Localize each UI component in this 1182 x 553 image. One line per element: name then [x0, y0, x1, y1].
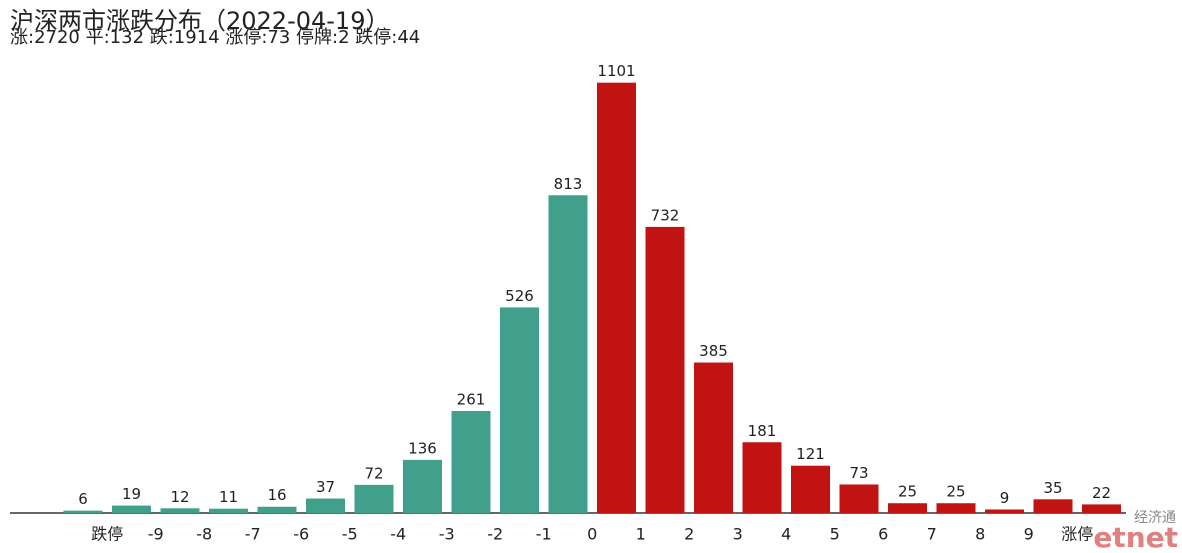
value-label: 9	[1000, 489, 1010, 507]
x-tick-label: 4	[781, 525, 791, 544]
x-tick-label: 8	[975, 525, 985, 544]
bar	[985, 509, 1024, 513]
value-label: 72	[364, 464, 383, 482]
value-label: 385	[699, 342, 728, 360]
value-label: 37	[316, 478, 335, 496]
x-tick-label: 6	[878, 525, 888, 544]
bar	[888, 503, 927, 513]
value-label: 121	[796, 445, 825, 463]
value-label: 136	[408, 439, 437, 457]
x-tick-label: 9	[1024, 525, 1034, 544]
value-label: 11	[219, 488, 238, 506]
x-tick-label: 5	[830, 525, 840, 544]
value-label: 6	[78, 490, 88, 508]
x-tick-label: -7	[245, 525, 261, 544]
bar	[742, 442, 782, 513]
bar	[791, 465, 830, 513]
x-tick-label: 0	[587, 525, 597, 544]
chart-subtitle: 涨:2720 平:132 跌:1914 涨停:73 停牌:2 跌停:44	[10, 27, 420, 48]
value-label: 526	[505, 287, 534, 305]
bar	[112, 505, 151, 513]
bar	[160, 508, 200, 513]
value-label: 813	[554, 175, 583, 193]
bar	[209, 508, 248, 513]
x-tick-label: -8	[196, 525, 212, 544]
bar	[548, 195, 588, 513]
value-label: 73	[849, 464, 868, 482]
x-tick-label: -3	[439, 525, 455, 544]
x-tick-label: 涨停	[1061, 525, 1093, 544]
bar	[257, 506, 297, 513]
bar	[500, 307, 539, 513]
bar	[839, 484, 879, 513]
value-label: 1101	[597, 62, 635, 80]
value-label: 25	[898, 483, 917, 501]
bar	[1033, 499, 1073, 513]
x-tick-label: -2	[487, 525, 503, 544]
bar	[1082, 504, 1121, 513]
value-label: 16	[267, 486, 286, 504]
bar	[403, 459, 442, 513]
x-tick-label: 2	[684, 525, 694, 544]
value-label: 12	[170, 488, 189, 506]
value-label: 35	[1043, 479, 1062, 497]
x-tick-label: -6	[293, 525, 309, 544]
bar	[63, 510, 103, 513]
x-tick-label: 跌停	[91, 525, 123, 544]
value-label: 181	[748, 422, 777, 440]
value-label: 22	[1092, 484, 1111, 502]
value-label: 19	[122, 485, 141, 503]
value-label: 25	[946, 483, 965, 501]
logo-cn: 经济通	[1134, 510, 1176, 526]
x-tick-label: 7	[927, 525, 937, 544]
bar	[597, 82, 636, 513]
x-tick-label: 1	[636, 525, 646, 544]
x-tick-label: 3	[733, 525, 743, 544]
x-tick-label: -1	[536, 525, 552, 544]
bar	[694, 362, 733, 513]
x-tick-label: -4	[390, 525, 406, 544]
bar	[306, 498, 345, 513]
x-tick-label: -9	[148, 525, 164, 544]
logo-en: etnet	[1093, 521, 1178, 553]
bar	[645, 226, 685, 513]
bar	[451, 410, 491, 513]
x-tick-label: -5	[342, 525, 358, 544]
bar	[354, 484, 394, 513]
value-label: 261	[457, 390, 486, 408]
value-label: 732	[651, 206, 680, 224]
chart-title: 沪深两市涨跌分布（2022-04-19）	[10, 7, 389, 35]
bar	[936, 503, 976, 513]
